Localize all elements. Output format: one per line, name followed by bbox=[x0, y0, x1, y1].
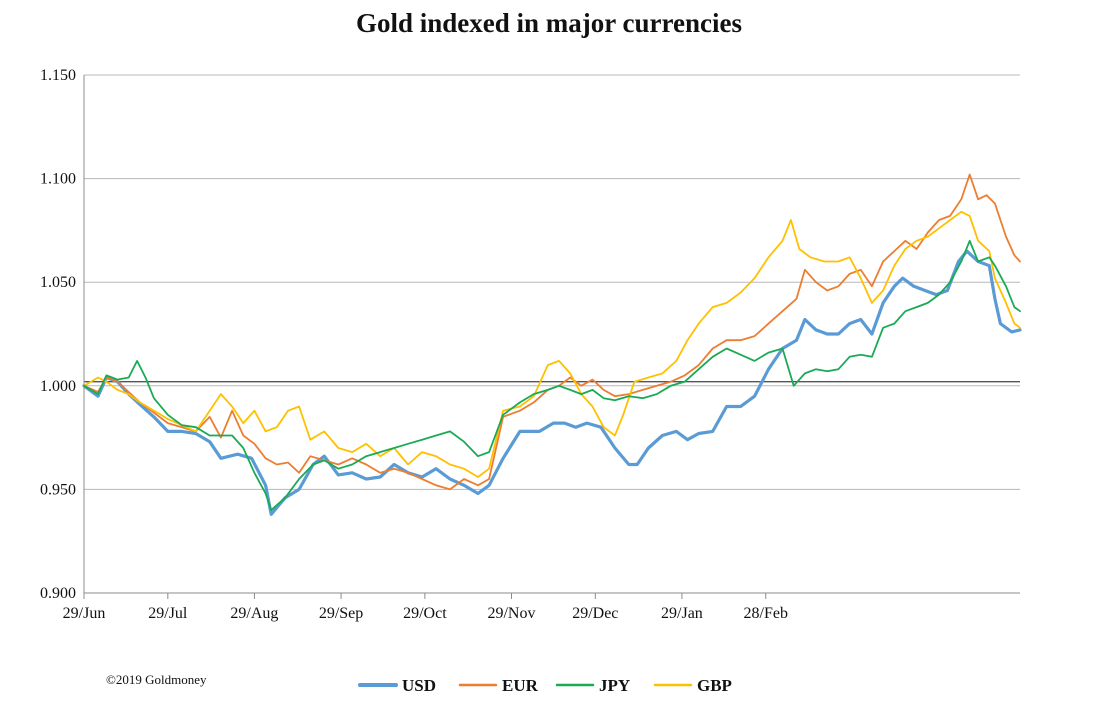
legend-label-gbp: GBP bbox=[697, 676, 732, 695]
legend-label-eur: EUR bbox=[502, 676, 539, 695]
chart-title: Gold indexed in major currencies bbox=[356, 8, 742, 38]
x-tick-label: 29/Nov bbox=[487, 605, 535, 622]
legend-label-jpy: JPY bbox=[599, 676, 630, 695]
series-line-gbp bbox=[83, 210, 1021, 478]
y-tick-label: 0.950 bbox=[40, 481, 76, 498]
y-tick-label: 1.050 bbox=[40, 274, 76, 291]
y-tick-label: 1.000 bbox=[40, 378, 76, 395]
series-line-usd bbox=[82, 249, 1022, 516]
series-line-eur bbox=[83, 173, 1021, 491]
copyright-text: ©2019 Goldmoney bbox=[106, 672, 207, 687]
series-layer bbox=[82, 173, 1022, 516]
grid-layer bbox=[84, 74, 1020, 490]
y-tick-label: 0.900 bbox=[40, 585, 76, 602]
x-tick-label: 29/Jan bbox=[661, 605, 703, 622]
legend-label-usd: USD bbox=[402, 676, 436, 695]
series-line-jpy bbox=[83, 239, 1021, 511]
x-tick-label: 28/Feb bbox=[744, 605, 788, 622]
x-tick-label: 29/Dec bbox=[572, 605, 618, 622]
x-tick-label: 29/Oct bbox=[403, 605, 447, 622]
x-tick-label: 29/Sep bbox=[319, 605, 363, 622]
legend: USD EUR JPY GBP bbox=[358, 676, 732, 695]
x-tick-label: 29/Aug bbox=[230, 605, 278, 622]
y-tick-label: 1.100 bbox=[40, 171, 76, 188]
x-tick-label: 29/Jun bbox=[63, 605, 106, 622]
axis-layer: 0.900 0.950 1.000 1.050 1.100 1.150 29/Jun 29/J… bbox=[40, 67, 1020, 622]
y-tick-label: 1.150 bbox=[40, 67, 76, 84]
x-tick-label: 29/Jul bbox=[148, 605, 188, 622]
